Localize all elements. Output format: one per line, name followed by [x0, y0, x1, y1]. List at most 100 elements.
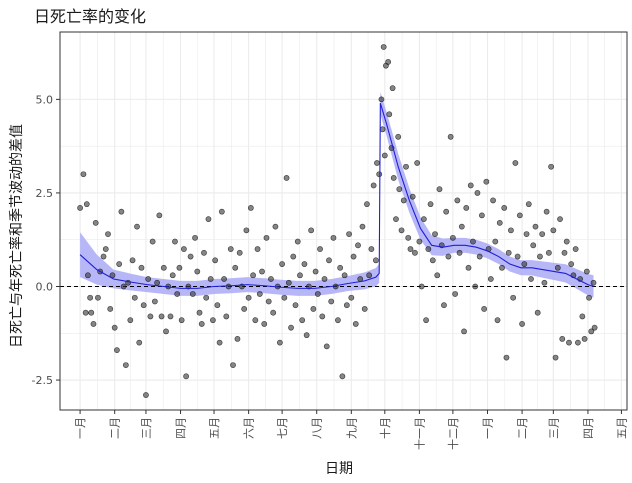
data-point	[145, 276, 152, 282]
data-point	[301, 261, 308, 267]
data-point	[568, 261, 575, 267]
data-point	[346, 231, 352, 237]
data-point	[407, 246, 414, 252]
data-point	[339, 373, 346, 380]
x-tick-label: 十一月	[412, 417, 426, 450]
data-point	[194, 268, 201, 275]
data-point	[210, 317, 216, 324]
data-point	[80, 171, 87, 178]
x-tick-label: 二月	[516, 417, 529, 439]
x-tick-label: 四月	[582, 417, 595, 439]
data-point	[425, 246, 432, 252]
data-point	[458, 223, 465, 230]
data-point	[85, 272, 91, 279]
x-tick-label: 五月	[208, 417, 221, 439]
data-point	[232, 264, 239, 271]
data-point	[393, 216, 399, 223]
data-point	[127, 317, 134, 324]
data-point	[122, 362, 129, 368]
data-point	[385, 59, 392, 65]
y-tick-label: 5.0	[36, 93, 54, 106]
data-point	[259, 268, 265, 275]
data-point	[172, 238, 178, 245]
data-point	[212, 257, 219, 264]
data-point	[223, 313, 230, 320]
data-point	[376, 171, 383, 178]
data-point	[479, 212, 485, 219]
data-point	[548, 163, 555, 170]
data-point	[272, 223, 279, 230]
data-point	[250, 272, 256, 279]
data-point	[118, 208, 125, 215]
data-point	[160, 264, 167, 271]
data-point	[463, 205, 470, 211]
data-point	[423, 317, 429, 324]
data-point	[492, 238, 499, 245]
data-point	[111, 324, 118, 331]
data-point	[539, 231, 546, 237]
data-point	[107, 306, 114, 312]
data-point	[337, 264, 344, 271]
data-point	[305, 283, 312, 290]
data-point	[254, 246, 261, 252]
data-point	[550, 227, 557, 234]
x-tick-label: 三月	[547, 417, 560, 439]
data-point	[574, 339, 581, 346]
x-tick-label: 六月	[243, 417, 256, 439]
data-point	[323, 343, 330, 350]
data-point	[326, 257, 332, 264]
data-point	[545, 249, 552, 256]
confidence-band	[80, 91, 594, 298]
data-point	[341, 272, 348, 279]
data-point	[156, 212, 163, 219]
data-point	[105, 231, 111, 237]
data-point	[441, 302, 447, 309]
data-point	[243, 227, 250, 234]
data-point	[487, 276, 494, 282]
data-point	[514, 253, 521, 260]
x-tick-label: 一月	[74, 417, 87, 439]
data-point	[203, 294, 210, 301]
data-point	[252, 317, 259, 324]
data-point	[234, 335, 241, 342]
data-point	[395, 133, 402, 140]
data-point	[77, 205, 83, 211]
data-point	[456, 249, 463, 256]
data-point	[95, 294, 101, 301]
data-point	[528, 276, 534, 282]
x-tick-label: 十月	[378, 417, 392, 439]
y-tick-label: 0.0	[36, 280, 54, 293]
data-point	[192, 234, 198, 241]
data-point	[276, 339, 283, 346]
data-point	[364, 201, 370, 208]
data-point	[412, 249, 418, 256]
data-point	[131, 294, 138, 301]
data-point	[429, 257, 436, 264]
data-point	[543, 208, 550, 215]
data-point	[90, 321, 97, 327]
data-point	[537, 253, 543, 260]
data-point	[319, 313, 326, 320]
data-point	[434, 272, 441, 279]
data-point	[398, 227, 405, 234]
data-point	[303, 332, 310, 339]
x-tick-label: 七月	[276, 417, 289, 439]
data-point	[163, 328, 169, 335]
data-point	[590, 279, 597, 286]
x-tick-label: 三月	[140, 417, 153, 439]
data-point	[519, 321, 525, 327]
data-point	[265, 298, 272, 305]
data-point	[572, 246, 579, 252]
data-point	[563, 238, 570, 245]
data-point	[201, 249, 207, 256]
data-point	[154, 279, 161, 286]
data-point	[138, 264, 145, 271]
data-point	[294, 238, 301, 245]
x-tick-label: 一月	[481, 417, 494, 439]
data-point	[432, 231, 438, 237]
data-point	[279, 261, 286, 267]
x-tick-label: 十二月	[446, 417, 460, 450]
data-point	[496, 219, 503, 226]
y-tick-label: -2.5	[32, 374, 53, 387]
